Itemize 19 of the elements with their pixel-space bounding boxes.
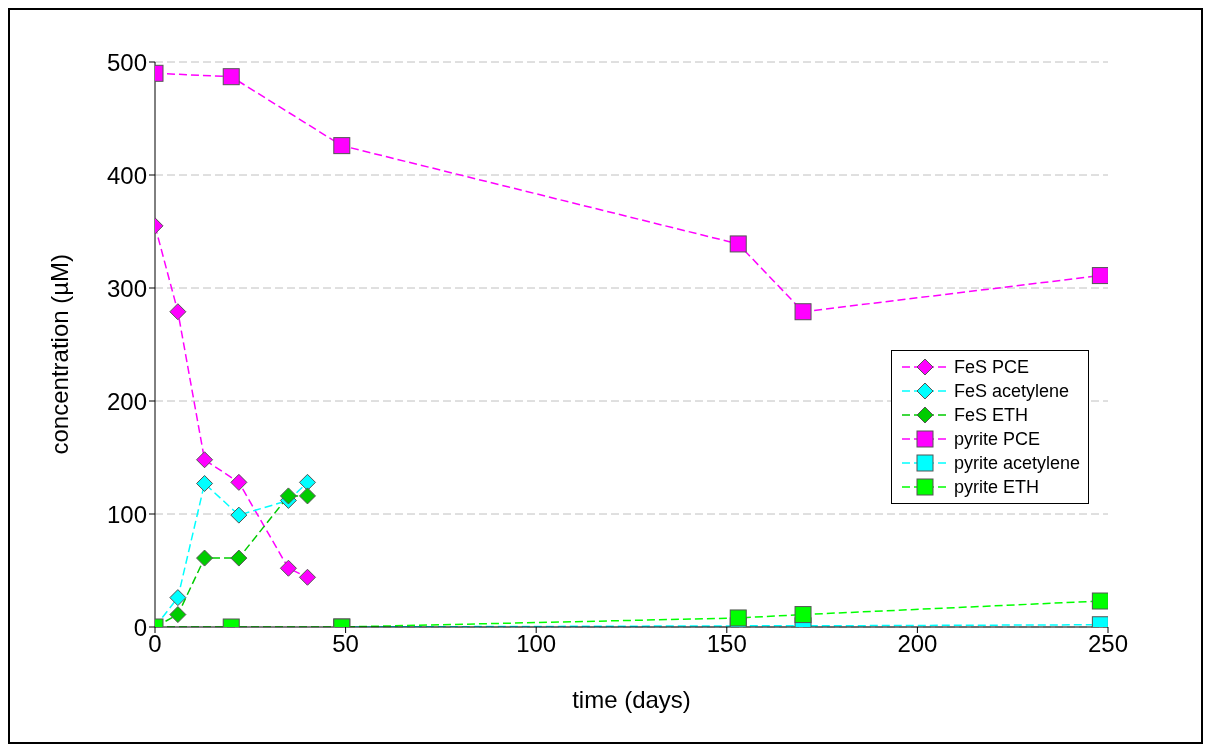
x-tick-label: 150: [706, 630, 747, 658]
x-tick-label: 200: [897, 630, 938, 658]
y-tick-label: 500: [106, 48, 147, 76]
legend-label: FeS ETH: [953, 404, 1028, 427]
y-tick-label: 200: [106, 387, 147, 415]
x-tick-label: 250: [1087, 630, 1129, 658]
legend-label: pyrite acetylene: [953, 452, 1080, 475]
legend-label: FeS PCE: [953, 356, 1029, 379]
y-tick-label: 400: [106, 161, 147, 189]
x-axis-title: time (days): [572, 686, 691, 713]
legend-label: FeS acetylene: [953, 380, 1069, 403]
x-tick-label: 50: [332, 630, 359, 658]
y-tick-label: 300: [106, 274, 147, 302]
legend-label: pyrite PCE: [953, 428, 1040, 451]
y-tick-label: 100: [106, 500, 147, 528]
x-tick-label: 100: [516, 630, 557, 658]
legend-label: pyrite ETH: [953, 476, 1039, 499]
y-tick-label: 0: [133, 613, 147, 641]
y-axis-title: concentration (µM): [45, 253, 73, 455]
